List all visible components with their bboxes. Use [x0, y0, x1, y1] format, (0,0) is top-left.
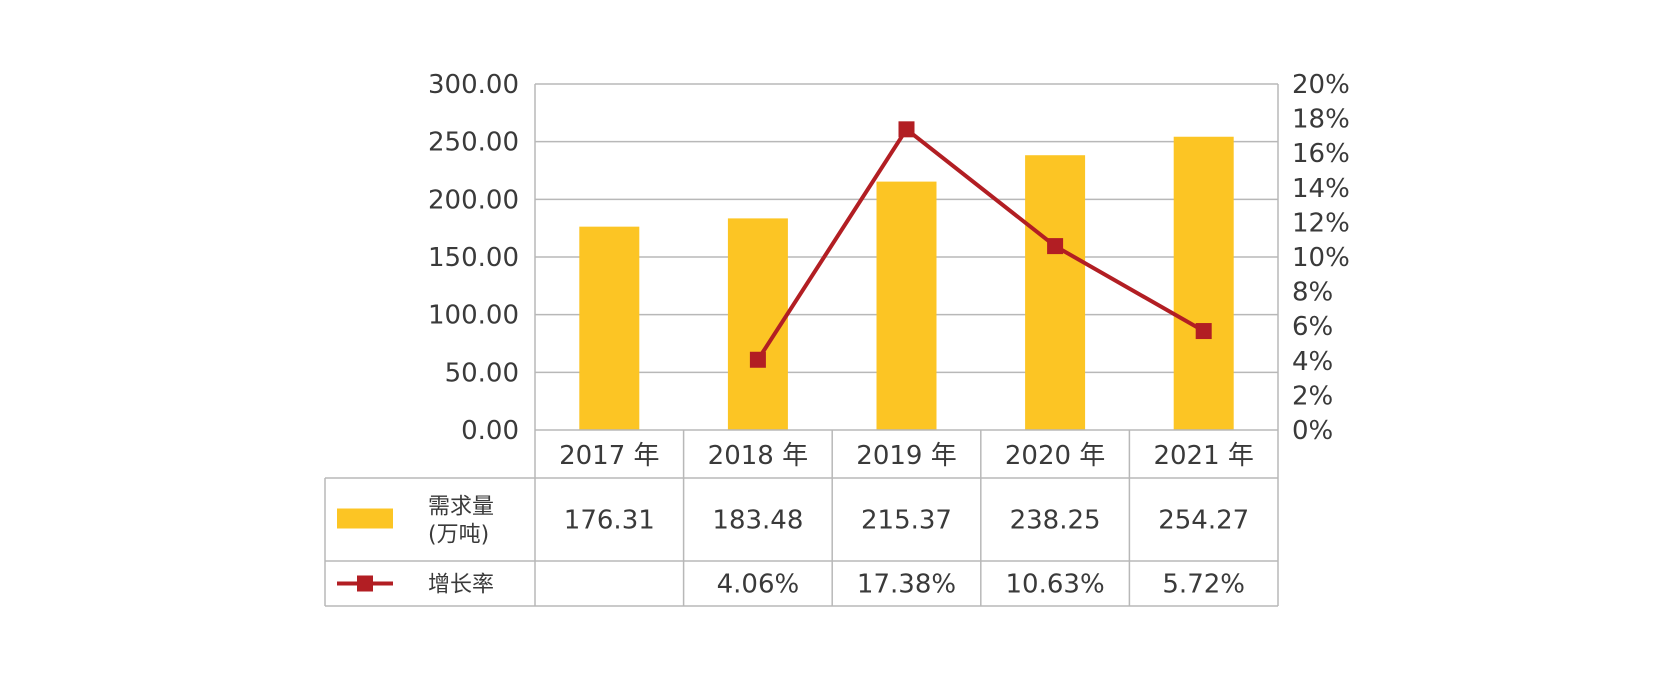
y-left-tick-label: 150.00: [428, 243, 519, 273]
growth-series-line: [756, 127, 1205, 361]
growth-point: [749, 351, 766, 368]
y-right-tick-label: 18%: [1292, 105, 1350, 135]
legend-label-demand: 需求量: [428, 495, 494, 520]
y-right-tick-label: 8%: [1292, 278, 1333, 308]
table-cell-growth: 4.06%: [717, 570, 800, 600]
growth-point: [898, 121, 915, 138]
y-right-tick-label: 10%: [1292, 243, 1350, 273]
y-right-tick-label: 16%: [1292, 139, 1350, 169]
bar: [1025, 155, 1086, 431]
y-left-tick-label: 300.00: [428, 70, 519, 100]
legend-label-growth: 增长率: [428, 573, 494, 598]
table-cell-demand: 254.27: [1158, 506, 1249, 536]
table-cell-demand: 176.31: [564, 506, 655, 536]
axes: 0.00 50.00 100.00 150.00 200.00 250.00 300.00 0…: [428, 70, 1350, 446]
y-right-tick-label: 6%: [1292, 312, 1333, 342]
table-cell-demand: 183.48: [712, 506, 803, 536]
x-tick-label: 2019 年: [856, 441, 956, 471]
y-left-tick-label: 100.00: [428, 301, 519, 331]
y-right-tick-label: 14%: [1292, 174, 1350, 204]
table-cell-growth: 5.72%: [1162, 570, 1245, 600]
x-tick-label: 2018 年: [708, 441, 808, 471]
y-right-tick-label: 2%: [1292, 381, 1333, 411]
bars: [579, 136, 1234, 431]
x-tick-label: 2021 年: [1153, 441, 1253, 471]
bar: [579, 226, 640, 430]
y-left-tick-label: 250.00: [428, 128, 519, 158]
table-cell-demand: 238.25: [1010, 506, 1101, 536]
y-right-tick-label: 12%: [1292, 208, 1350, 238]
growth-point: [1195, 323, 1212, 340]
growth-line: [749, 121, 1212, 368]
y-right-tick-label: 0%: [1292, 416, 1333, 446]
x-tick-label: 2017 年: [559, 441, 659, 471]
y-right-tick-label: 4%: [1292, 347, 1333, 377]
table-cell-growth: 17.38%: [857, 570, 956, 600]
y-left-tick-label: 200.00: [428, 185, 519, 215]
table-cell-growth: 10.63%: [1006, 570, 1105, 600]
bar: [876, 181, 937, 430]
x-tick-label: 2020 年: [1005, 441, 1105, 471]
table-cell-demand: 215.37: [861, 506, 952, 536]
bar: [1173, 136, 1234, 430]
y-right-tick-label: 20%: [1292, 70, 1350, 100]
legend-swatch-marker: [357, 575, 373, 592]
y-left-tick-label: 0.00: [461, 416, 519, 446]
legend-label-demand-unit: (万吨): [428, 523, 489, 548]
y-left-tick-label: 50.00: [445, 358, 519, 388]
growth-point: [1047, 238, 1064, 255]
legend-swatch-bar: [337, 508, 393, 529]
bar: [727, 218, 788, 430]
